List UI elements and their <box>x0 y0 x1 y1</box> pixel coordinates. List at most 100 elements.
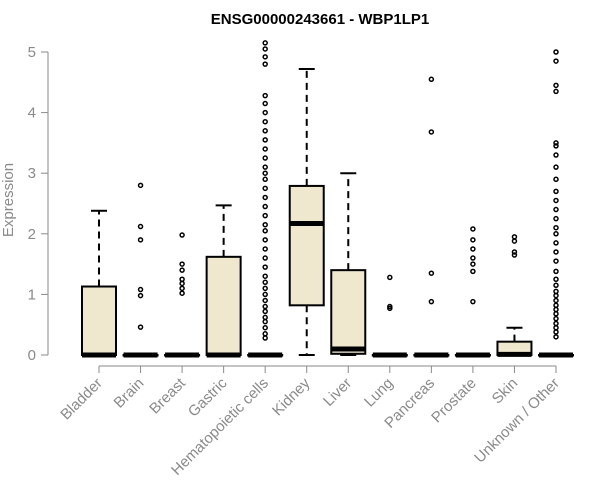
outlier-point <box>262 176 268 183</box>
outlier-point <box>262 137 268 143</box>
outlier-point <box>428 129 435 135</box>
box-5 <box>288 67 325 356</box>
y-tick-label: 3 <box>28 165 36 182</box>
outlier-point <box>553 88 559 95</box>
outlier-point <box>553 334 559 340</box>
outlier-point <box>262 279 268 286</box>
outlier-point <box>137 292 144 299</box>
y-tick-label: 0 <box>28 347 36 364</box>
outlier-point <box>262 264 268 270</box>
outlier-point <box>470 255 476 261</box>
outlier-point <box>262 285 268 292</box>
outlier-point <box>179 276 185 282</box>
boxes-layer <box>81 40 574 358</box>
x-tick-label: Kidney <box>269 374 314 419</box>
box-body <box>81 285 117 356</box>
outlier-point <box>262 221 268 228</box>
box-body <box>205 255 242 356</box>
outlier-point <box>262 164 268 170</box>
outlier-point <box>511 249 518 255</box>
outlier-point <box>262 291 268 298</box>
outlier-point <box>553 197 559 204</box>
box-9 <box>454 226 491 358</box>
x-tick-label: Liver <box>320 375 355 410</box>
outlier-point <box>470 237 476 243</box>
outlier-point <box>137 324 144 330</box>
outlier-point <box>553 320 559 327</box>
outlier-point <box>511 234 518 240</box>
y-tick-label: 4 <box>28 105 36 122</box>
outlier-point <box>262 155 268 161</box>
outlier-point <box>553 311 559 317</box>
outlier-point <box>262 318 268 325</box>
outlier-point <box>470 298 476 305</box>
outlier-point <box>262 212 268 219</box>
outlier-point <box>553 276 559 282</box>
outlier-point <box>262 246 268 252</box>
outlier-point <box>262 170 268 176</box>
outlier-point <box>553 240 559 246</box>
outlier-point <box>262 185 268 192</box>
outlier-point <box>137 237 144 243</box>
box-body <box>288 184 325 307</box>
x-tick-label: Bladder <box>57 375 106 424</box>
outlier-point <box>553 258 559 264</box>
x-tick-label: Brain <box>111 375 148 412</box>
box-7 <box>371 274 408 358</box>
outlier-point <box>553 306 559 313</box>
outlier-point <box>428 76 435 83</box>
box-10 <box>496 234 533 357</box>
outlier-point <box>553 224 559 231</box>
outlier-point <box>553 58 559 64</box>
box-4 <box>247 40 284 358</box>
outlier-point <box>553 268 559 275</box>
outlier-point <box>179 280 185 287</box>
outlier-point <box>553 297 559 304</box>
y-tick-label: 5 <box>28 44 36 61</box>
outlier-point <box>262 255 268 261</box>
outlier-point <box>262 297 268 304</box>
outlier-point <box>553 315 559 322</box>
x-tick-label: Prostate <box>428 375 480 427</box>
outlier-point <box>262 303 268 310</box>
chart-title: ENSG00000243661 - WBP1LP1 <box>211 11 429 28</box>
outlier-point <box>262 40 268 46</box>
outlier-point <box>262 146 268 152</box>
outlier-point <box>428 298 435 305</box>
outlier-point <box>470 268 476 275</box>
outlier-point <box>179 232 185 238</box>
box-3 <box>205 204 242 358</box>
outlier-point <box>553 249 559 255</box>
outlier-point <box>262 335 268 341</box>
outlier-point <box>553 188 559 195</box>
box-2 <box>164 232 201 358</box>
x-tick-label: Lung <box>361 375 397 411</box>
outlier-point <box>553 292 559 299</box>
box-1 <box>122 182 159 358</box>
outlier-point <box>262 228 268 234</box>
y-tick-label: 1 <box>28 286 36 303</box>
outlier-point <box>262 46 268 52</box>
outlier-point <box>511 238 518 244</box>
y-tick-label: 2 <box>28 226 36 243</box>
box-8 <box>413 76 450 358</box>
outlier-point <box>262 324 268 331</box>
outlier-point <box>553 282 559 289</box>
outlier-point <box>553 140 559 146</box>
box-6 <box>330 172 367 356</box>
outlier-point <box>137 223 144 230</box>
outlier-point <box>553 49 559 55</box>
outlier-point <box>553 215 559 222</box>
outlier-point <box>179 261 185 267</box>
outlier-point <box>262 61 268 67</box>
outlier-point <box>553 324 559 331</box>
outlier-point <box>553 302 559 309</box>
outlier-point <box>262 54 268 60</box>
outlier-point <box>262 128 268 134</box>
outlier-point <box>511 252 518 258</box>
outlier-point <box>262 331 268 337</box>
outlier-point <box>262 92 268 99</box>
y-axis-label: Expression <box>0 163 17 237</box>
